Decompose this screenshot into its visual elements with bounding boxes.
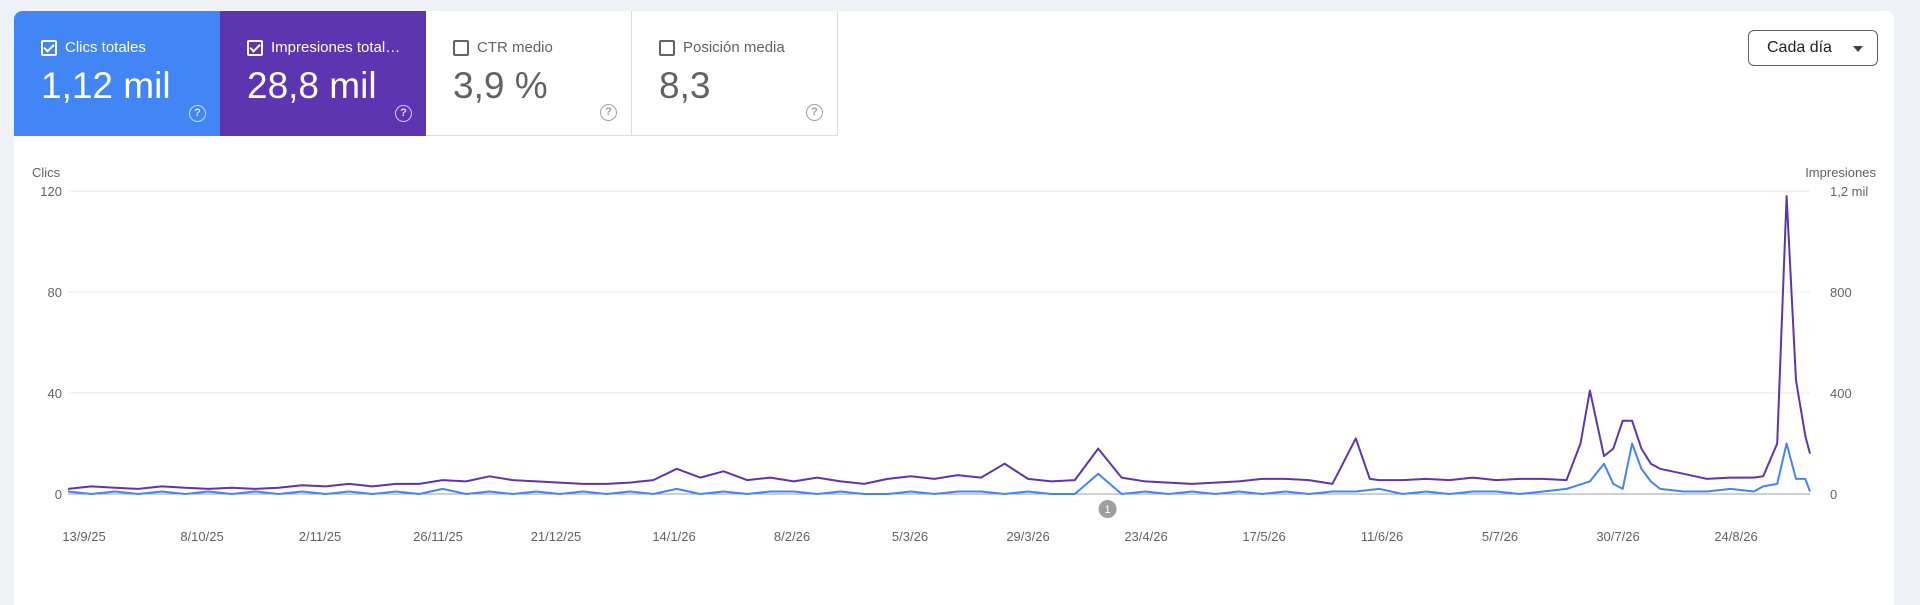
x-axis-tick-label: 26/11/25: [413, 529, 463, 544]
metric-label-row: Clics totales: [41, 39, 146, 56]
right-axis-tick-label: 400: [1830, 386, 1852, 401]
x-axis-tick-label: 11/6/26: [1361, 529, 1403, 544]
x-axis-tick-label: 8/10/25: [180, 529, 223, 544]
left-axis-tick-label: 0: [55, 487, 62, 502]
period-dropdown[interactable]: Cada día: [1748, 30, 1878, 66]
left-axis-tick-label: 40: [48, 386, 62, 401]
metric-value: 28,8 mil: [247, 65, 377, 106]
help-icon[interactable]: ?: [189, 105, 206, 122]
caret-down-icon: [1853, 46, 1863, 52]
x-axis-tick-label: 21/12/25: [531, 529, 582, 544]
left-axis-tick-label: 120: [40, 184, 62, 199]
x-axis-tick-label: 24/8/26: [1714, 529, 1757, 544]
x-axis-tick-label: 5/3/26: [892, 529, 928, 544]
annotation-marker[interactable]: [1098, 500, 1117, 518]
series-line-impresiones: [67, 195, 1811, 490]
right-axis-tick-label: 0: [1830, 487, 1837, 502]
metric-card-ctr[interactable]: CTR medio 3,9 % ?: [426, 11, 632, 136]
right-axis-title: Impresiones: [1805, 165, 1876, 180]
metric-label-row: Posición media: [659, 39, 785, 56]
x-axis-tick-label: 8/2/26: [774, 529, 810, 544]
metric-label: Impresiones total…: [271, 39, 401, 56]
performance-panel: Clics totales 1,12 mil ? Impresiones tot…: [14, 11, 1894, 605]
metric-card-clicks[interactable]: Clics totales 1,12 mil ?: [14, 11, 220, 136]
x-axis-tick-label: 2/11/25: [299, 529, 341, 544]
right-axis-tick-label: 1,2 mil: [1830, 184, 1868, 199]
left-axis-title: Clics: [32, 165, 61, 180]
checkbox-icon[interactable]: [247, 39, 263, 56]
metric-label: Posición media: [683, 39, 785, 56]
right-axis-tick-label: 800: [1830, 285, 1852, 300]
metric-card-impressions[interactable]: Impresiones total… 28,8 mil ?: [220, 11, 426, 136]
metric-value: 1,12 mil: [41, 65, 171, 106]
x-axis-tick-label: 23/4/26: [1124, 529, 1167, 544]
period-label: Cada día: [1767, 39, 1832, 56]
x-axis-tick-label: 5/7/26: [1482, 529, 1518, 544]
x-axis-tick-label: 13/9/25: [62, 529, 105, 544]
checkbox-icon[interactable]: [453, 39, 469, 56]
metric-label: CTR medio: [477, 39, 553, 56]
metric-label: Clics totales: [65, 39, 146, 56]
checkbox-icon[interactable]: [659, 39, 675, 56]
help-icon[interactable]: ?: [395, 105, 412, 122]
left-axis-tick-label: 80: [48, 285, 62, 300]
x-axis-tick-label: 17/5/26: [1242, 529, 1285, 544]
x-axis-tick-label: 29/3/26: [1006, 529, 1049, 544]
metric-label-row: Impresiones total…: [247, 39, 400, 56]
help-icon[interactable]: ?: [600, 104, 617, 121]
series-line-clics: [67, 442, 1811, 495]
metric-card-position[interactable]: Posición media 8,3 ?: [632, 11, 838, 136]
metric-label-row: CTR medio: [453, 39, 553, 56]
x-axis-tick-label: 30/7/26: [1596, 529, 1639, 544]
x-axis-tick-label: 14/1/26: [652, 529, 695, 544]
annotation-marker-label: 1: [1105, 504, 1111, 516]
metric-value: 3,9 %: [453, 65, 548, 106]
checkbox-icon[interactable]: [41, 39, 57, 56]
metric-value: 8,3: [659, 65, 711, 106]
help-icon[interactable]: ?: [806, 104, 823, 121]
